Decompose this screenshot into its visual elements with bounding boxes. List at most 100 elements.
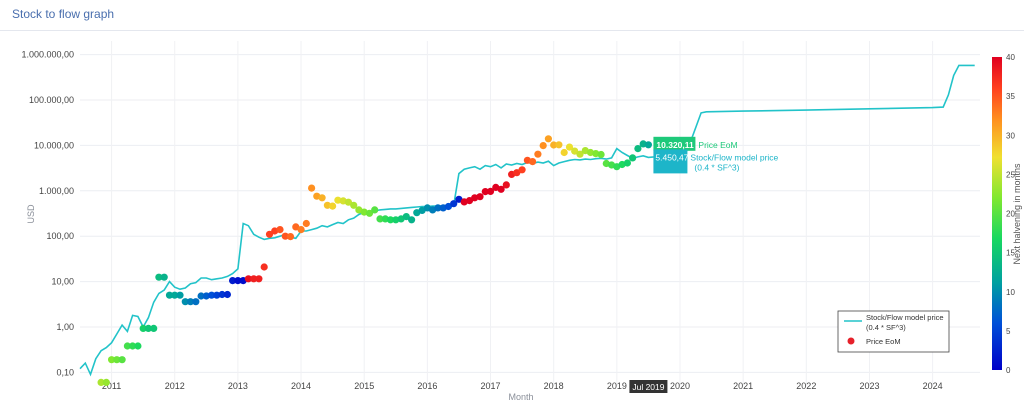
price-point[interactable] — [444, 202, 452, 211]
price-point[interactable] — [123, 342, 131, 350]
y-tick-label: 1.000.000,00 — [21, 50, 74, 60]
x-tick-label: 2020 — [670, 381, 690, 391]
price-point[interactable] — [255, 275, 263, 283]
price-point[interactable] — [502, 181, 510, 189]
price-point[interactable] — [644, 141, 653, 149]
price-point[interactable] — [202, 292, 210, 300]
hover-price-box — [653, 136, 696, 151]
price-point[interactable] — [171, 291, 179, 299]
price-point[interactable] — [155, 273, 163, 281]
x-tick-label: 2021 — [733, 381, 753, 391]
hover-model-label: Stock/Flow model price — [690, 152, 778, 162]
price-point[interactable] — [276, 226, 284, 234]
price-point[interactable] — [318, 194, 326, 202]
price-point[interactable] — [250, 275, 258, 283]
price-point[interactable] — [302, 219, 310, 228]
price-point[interactable] — [260, 263, 268, 271]
price-point[interactable] — [97, 378, 105, 386]
price-point[interactable] — [129, 342, 137, 350]
price-point[interactable] — [329, 202, 337, 210]
price-markers-layer — [97, 135, 653, 386]
price-point[interactable] — [344, 198, 352, 206]
price-point[interactable] — [186, 298, 195, 306]
price-point[interactable] — [539, 142, 547, 150]
price-point[interactable] — [265, 230, 274, 238]
card-title: Stock to flow graph — [12, 7, 115, 21]
price-point[interactable] — [571, 147, 579, 155]
price-point[interactable] — [223, 290, 231, 299]
x-axis-label: Month — [508, 392, 533, 402]
price-point[interactable] — [481, 188, 489, 196]
price-point[interactable] — [386, 216, 395, 224]
price-point[interactable] — [476, 193, 484, 201]
price-point[interactable] — [108, 356, 116, 364]
price-point[interactable] — [623, 159, 632, 167]
price-point[interactable] — [434, 204, 442, 212]
price-point[interactable] — [176, 291, 184, 299]
hover-model-value: 5.450,47 — [655, 152, 688, 162]
price-point[interactable] — [634, 145, 642, 153]
price-point[interactable] — [144, 324, 152, 332]
price-point[interactable] — [218, 290, 226, 299]
price-point[interactable] — [197, 292, 205, 300]
price-point[interactable] — [450, 200, 458, 208]
price-point[interactable] — [118, 356, 126, 364]
price-point[interactable] — [208, 291, 216, 299]
price-point[interactable] — [229, 277, 237, 285]
y-tick-label: 10,00 — [51, 277, 74, 287]
price-point[interactable] — [550, 141, 558, 149]
price-point[interactable] — [376, 215, 384, 223]
price-point[interactable] — [365, 209, 374, 217]
price-point[interactable] — [113, 356, 121, 364]
legend-price-label: Price EoM — [866, 337, 901, 346]
price-point[interactable] — [150, 324, 158, 332]
price-point[interactable] — [350, 201, 358, 209]
price-point[interactable] — [576, 150, 584, 158]
price-point[interactable] — [181, 298, 189, 306]
x-axis-ticks: 2011 2012 2013 2014 2015 2016 2017 2018 2019 2020… — [102, 381, 943, 391]
price-point[interactable] — [486, 187, 495, 195]
price-point[interactable] — [534, 150, 542, 158]
price-point[interactable] — [244, 275, 252, 283]
price-point[interactable] — [518, 166, 526, 174]
price-point[interactable] — [292, 223, 300, 231]
price-point[interactable] — [308, 184, 316, 192]
price-point[interactable] — [334, 196, 342, 204]
price-point[interactable] — [234, 277, 242, 285]
price-point[interactable] — [560, 148, 568, 157]
price-point[interactable] — [555, 141, 563, 149]
price-point[interactable] — [286, 233, 295, 241]
price-point[interactable] — [529, 158, 537, 166]
price-point[interactable] — [139, 324, 147, 332]
legend-model-label: Stock/Flow model price — [866, 313, 944, 322]
model-line-layer — [79, 64, 975, 377]
y-tick-label: 100.000,00 — [29, 95, 74, 105]
price-point[interactable] — [165, 291, 174, 299]
price-point[interactable] — [513, 169, 521, 177]
price-point[interactable] — [213, 291, 221, 299]
price-point[interactable] — [160, 273, 168, 281]
stock-to-flow-chart[interactable]: 0,10 1,00 10,00 100,00 1.000,00 10.000,00 100.… — [0, 31, 1024, 402]
price-point[interactable] — [102, 378, 110, 386]
price-point[interactable] — [408, 216, 416, 224]
price-point[interactable] — [497, 185, 505, 193]
price-point[interactable] — [134, 342, 142, 350]
price-point[interactable] — [597, 150, 605, 159]
price-point[interactable] — [592, 150, 600, 158]
y-axis-label: USD — [26, 204, 36, 224]
hover-x-label: Jul 2019 — [632, 382, 664, 392]
x-tick-label: 2013 — [228, 381, 248, 391]
price-point[interactable] — [371, 206, 379, 214]
colorbar-tick-label: 20 — [1006, 210, 1015, 219]
price-point[interactable] — [402, 213, 410, 221]
price-point[interactable] — [392, 216, 400, 224]
price-point[interactable] — [297, 226, 305, 234]
colorbar-tick-label: 40 — [1006, 53, 1015, 62]
x-tick-label: 2018 — [544, 381, 564, 391]
x-tick-label: 2019 — [607, 381, 627, 391]
price-point[interactable] — [629, 154, 637, 162]
price-point[interactable] — [565, 143, 574, 151]
price-point[interactable] — [281, 232, 289, 240]
price-point[interactable] — [192, 298, 200, 306]
price-point[interactable] — [544, 135, 553, 143]
